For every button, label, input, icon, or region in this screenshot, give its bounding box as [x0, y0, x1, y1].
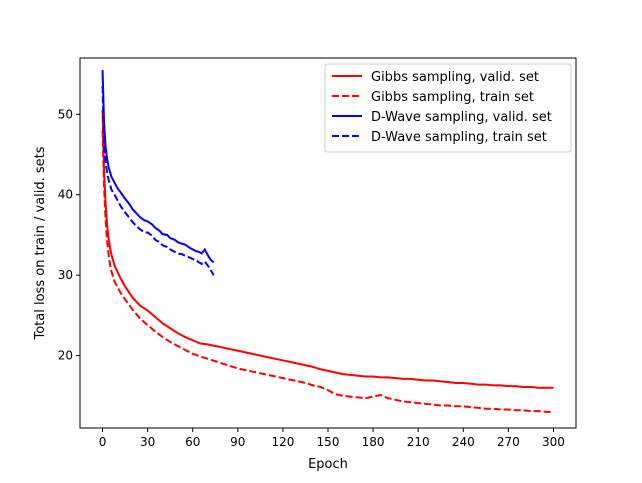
x-tick-label: 90 — [230, 435, 245, 449]
y-axis-label: Total loss on train / valid. sets — [33, 146, 48, 340]
x-axis-label: Epoch — [308, 457, 348, 472]
x-tick-label: 0 — [99, 435, 107, 449]
series-layer — [101, 70, 554, 413]
x-tick-label: 180 — [362, 435, 385, 449]
series-line-2 — [101, 70, 215, 264]
legend: Gibbs sampling, valid. set Gibbs sampling… — [324, 63, 572, 153]
x-tick-label: 300 — [542, 435, 565, 449]
x-tick-label: 210 — [407, 435, 430, 449]
x-tick-label: 270 — [497, 435, 520, 449]
legend-label-2: D-Wave sampling, valid. set — [371, 110, 552, 125]
x-tick-label: 60 — [185, 435, 200, 449]
x-axis: 0 30 60 90 120 150 180 210 240 270 300 — [99, 428, 565, 449]
legend-label-1: Gibbs sampling, train set — [371, 90, 534, 105]
series-line-3 — [101, 86, 215, 276]
y-axis: 20 30 40 50 — [58, 107, 80, 363]
legend-box — [324, 63, 572, 153]
y-tick-label: 20 — [58, 349, 73, 363]
legend-label-0: Gibbs sampling, valid. set — [371, 70, 539, 85]
y-tick-label: 50 — [58, 107, 73, 121]
y-tick-label: 40 — [58, 188, 73, 202]
x-tick-label: 30 — [140, 435, 155, 449]
legend-label-3: D-Wave sampling, train set — [371, 130, 547, 145]
series-line-0 — [101, 110, 554, 389]
x-tick-label: 150 — [317, 435, 340, 449]
series-line-1 — [101, 130, 554, 413]
y-tick-label: 30 — [58, 268, 73, 282]
x-tick-label: 120 — [271, 435, 294, 449]
x-tick-label: 240 — [452, 435, 475, 449]
